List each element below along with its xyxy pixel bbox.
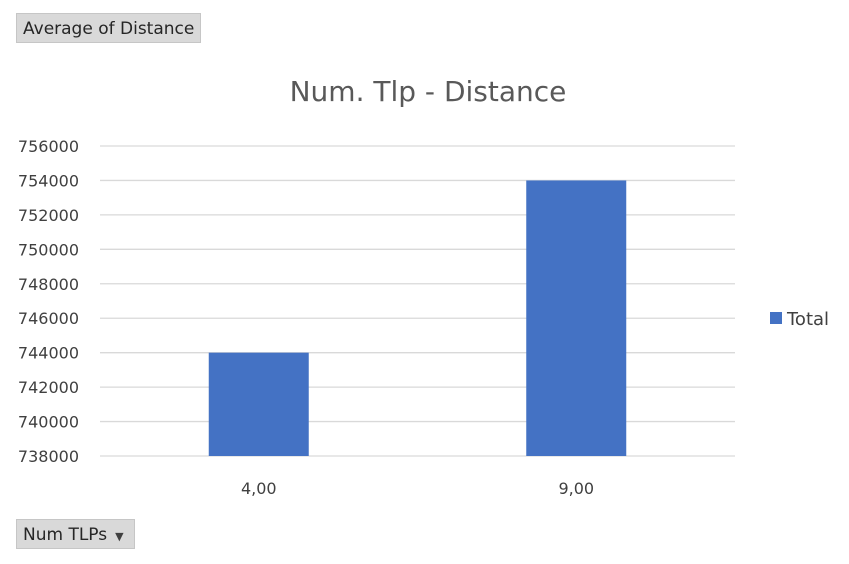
y-tick-label: 752000 — [18, 206, 79, 225]
gridlines — [100, 145, 735, 457]
y-tick-label: 742000 — [18, 378, 79, 397]
x-axis-ticks: 4,00 9,00 — [241, 479, 594, 498]
y-tick-label: 756000 — [18, 137, 79, 156]
chart-title: Num. Tlp - Distance — [290, 75, 567, 108]
bar — [526, 180, 627, 456]
y-tick-label: 746000 — [18, 309, 79, 328]
y-tick-label: 744000 — [18, 344, 79, 363]
y-tick-label: 740000 — [18, 413, 79, 432]
chevron-down-icon: ▼ — [115, 530, 124, 543]
y-axis-ticks: 738000 740000 742000 744000 746000 748000 7500… — [18, 137, 79, 466]
y-tick-label: 748000 — [18, 275, 79, 294]
y-tick-label: 738000 — [18, 447, 79, 466]
axis-field-label: Num TLPs — [23, 525, 108, 545]
value-field-button[interactable]: Average of Distance — [16, 13, 202, 43]
bar — [208, 352, 309, 456]
y-tick-label: 754000 — [18, 171, 79, 190]
x-tick-label: 9,00 — [558, 479, 594, 498]
value-field-label: Average of Distance — [23, 19, 195, 39]
legend: Total — [770, 309, 829, 330]
legend-swatch — [770, 312, 782, 324]
x-tick-label: 4,00 — [241, 479, 277, 498]
bar-series — [208, 180, 627, 456]
axis-field-button[interactable]: Num TLPs ▼ — [16, 519, 135, 549]
legend-label: Total — [786, 309, 829, 330]
y-tick-label: 750000 — [18, 240, 79, 259]
